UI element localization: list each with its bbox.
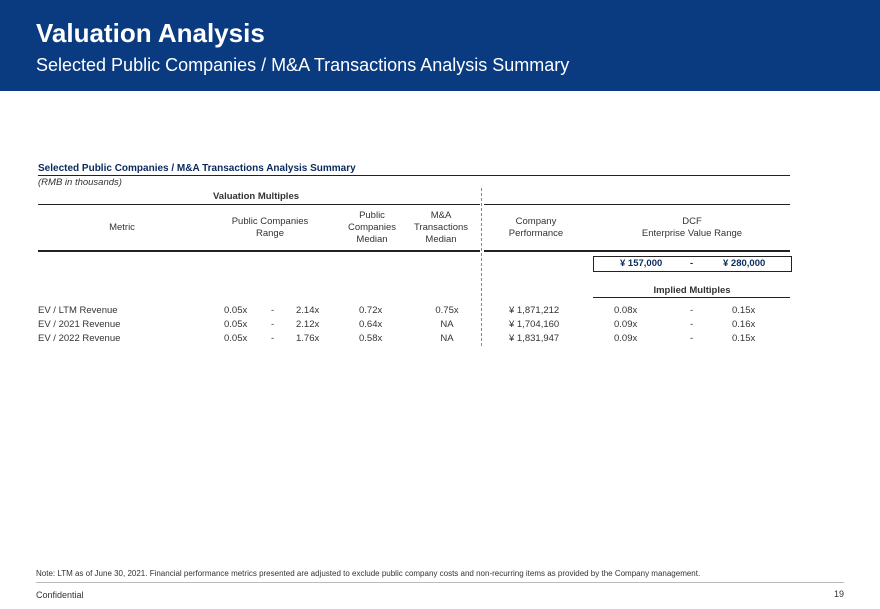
footer-rule xyxy=(36,582,844,583)
section-divider xyxy=(481,188,482,346)
implied-dash: - xyxy=(690,305,694,316)
ma-median: 0.75x xyxy=(435,305,459,316)
pc-high: 1.76x xyxy=(296,333,320,344)
table-title: Selected Public Companies / M&A Transact… xyxy=(38,163,356,174)
range-dash: - xyxy=(271,305,275,316)
col-header-metric: Metric xyxy=(109,222,135,233)
group-rule-right xyxy=(484,204,790,205)
footnote: Note: LTM as of June 30, 2021. Financial… xyxy=(36,569,701,578)
header-rule-right xyxy=(484,250,790,252)
page-title: Valuation Analysis xyxy=(36,18,265,48)
implied-dash: - xyxy=(690,333,694,344)
col-header-public-median: Public Companies Median xyxy=(347,210,397,245)
page-subtitle: Selected Public Companies / M&A Transact… xyxy=(36,55,570,75)
pc-median: 0.64x xyxy=(359,319,383,330)
implied-low: 0.09x xyxy=(614,333,638,344)
implied-high: 0.15x xyxy=(732,333,756,344)
pc-low: 0.05x xyxy=(224,333,248,344)
group-rule-left xyxy=(38,204,480,205)
row-metric: EV / 2021 Revenue xyxy=(38,319,121,330)
implied-dash: - xyxy=(690,319,694,330)
confidential-label: Confidential xyxy=(36,590,84,600)
header-banner: Valuation Analysis Selected Public Compa… xyxy=(0,0,880,91)
page-number: 19 xyxy=(834,589,845,599)
pc-median: 0.58x xyxy=(359,333,383,344)
implied-high: 0.15x xyxy=(732,305,756,316)
row-metric: EV / 2022 Revenue xyxy=(38,333,121,344)
table-title-rule xyxy=(38,175,790,176)
header-rule-left xyxy=(38,250,480,252)
company-performance: ¥ 1,831,947 xyxy=(509,333,560,344)
col-header-ma-median: M&A Transactions Median xyxy=(413,210,469,245)
ev-range-low: ¥ 157,000 xyxy=(620,258,663,269)
col-header-public-range: Public Companies Range xyxy=(231,216,309,239)
implied-rule xyxy=(593,297,790,298)
range-dash: - xyxy=(271,333,275,344)
col-header-dcf: DCF Enterprise Value Range xyxy=(641,216,743,239)
table-units: (RMB in thousands) xyxy=(38,177,122,188)
valuation-multiples-label: Valuation Multiples xyxy=(212,191,300,202)
row-metric: EV / LTM Revenue xyxy=(38,305,118,316)
implied-low: 0.08x xyxy=(614,305,638,316)
ma-median: NA xyxy=(440,319,454,330)
pc-high: 2.14x xyxy=(296,305,320,316)
ev-range-box: ¥ 157,000 - ¥ 280,000 xyxy=(593,256,792,272)
implied-high: 0.16x xyxy=(732,319,756,330)
company-performance: ¥ 1,871,212 xyxy=(509,305,560,316)
pc-low: 0.05x xyxy=(224,319,248,330)
col-header-company: Company Performance xyxy=(508,216,564,239)
pc-median: 0.72x xyxy=(359,305,383,316)
ev-range-sep: - xyxy=(690,258,694,269)
ma-median: NA xyxy=(440,333,454,344)
implied-multiples-label: Implied Multiples xyxy=(653,285,731,296)
company-performance: ¥ 1,704,160 xyxy=(509,319,560,330)
implied-low: 0.09x xyxy=(614,319,638,330)
ev-range-high: ¥ 280,000 xyxy=(723,258,766,269)
range-dash: - xyxy=(271,319,275,330)
pc-low: 0.05x xyxy=(224,305,248,316)
pc-high: 2.12x xyxy=(296,319,320,330)
